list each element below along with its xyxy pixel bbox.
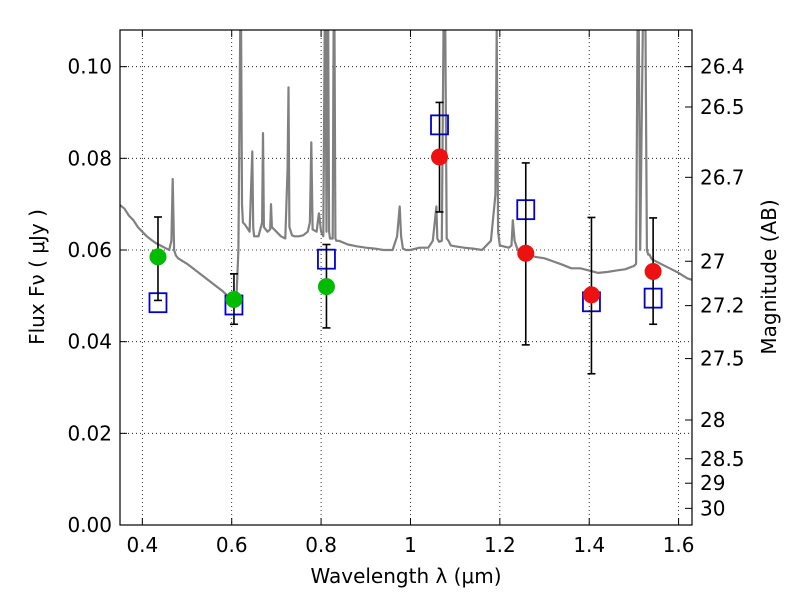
observed-point [644,263,662,281]
observed-point [431,148,449,166]
y2-tick-label: 27 [700,249,725,273]
y-tick-label: 0.00 [67,513,112,537]
x-tick-label: 1.2 [484,533,516,557]
y2-tick-label: 27.2 [700,294,745,318]
x-tick-label: 0.6 [216,533,248,557]
y2-tick-label: 28 [700,408,725,432]
model-sed-layer [120,30,692,306]
y2-tick-label: 26.4 [700,55,745,79]
axis-labels: Wavelength λ (μm) Flux Fν ( μJy ) Magnit… [25,199,781,588]
x-axis-title: Wavelength λ (μm) [310,564,501,588]
photometry-layer [148,101,663,375]
y2-tick-label: 28.5 [700,447,745,471]
y2-tick-label: 26.5 [700,95,745,119]
model-sed-line [120,30,692,306]
y2-tick-label: 27.5 [700,347,745,371]
observed-point [149,248,167,266]
y2-tick-label: 29 [700,471,725,495]
y-tick-label: 0.02 [67,421,112,445]
y2-axis-title: Magnitude (AB) [757,199,781,354]
axes: 0.4 0.6 0.8 1 1.2 1.4 1.6 0.00 0.02 0.04 0.06 0.08 0… [67,29,745,557]
y-tick-label: 0.06 [67,238,112,262]
x-tick-label: 1 [404,533,417,557]
x-tick-label: 0.8 [305,533,337,557]
y-tick-label: 0.08 [67,146,112,170]
y-tick-label: 0.10 [67,55,112,79]
observed-point [582,286,600,304]
x-tick-label: 0.4 [126,533,158,557]
observed-point [517,244,535,262]
y-tick-label: 0.04 [67,330,112,354]
y-axis-title: Flux Fν ( μJy ) [25,209,49,345]
x-tick-label: 1.4 [573,533,605,557]
observed-point [225,291,243,308]
observed-point [317,278,335,296]
x-tick-label: 1.6 [663,533,695,557]
y2-tick-label: 26.7 [700,165,745,189]
y2-tick-label: 30 [700,496,725,520]
plot-frame [119,29,693,526]
